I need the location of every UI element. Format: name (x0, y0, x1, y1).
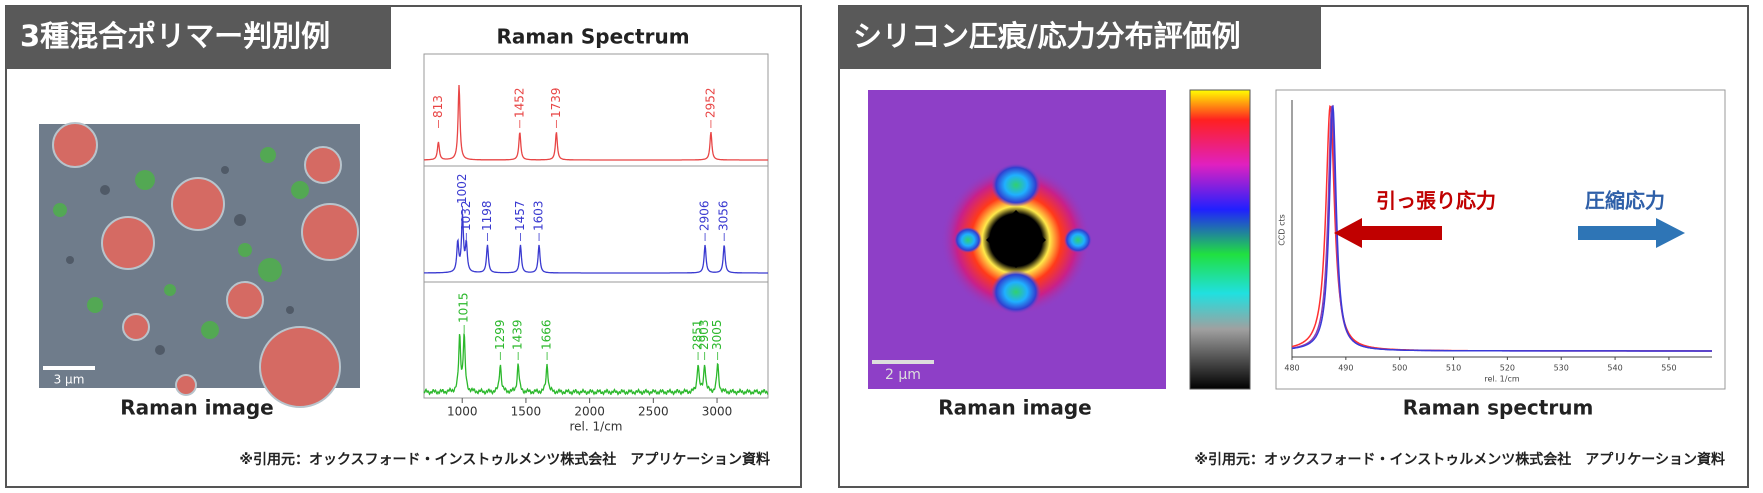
peak-label: 2851 (691, 319, 705, 350)
peak-label: 1439 (511, 319, 525, 350)
panel-title: シリコン圧痕/応力分布評価例 (853, 19, 1241, 53)
peak-label: 1739 (549, 87, 563, 118)
panel-title: 3種混合ポリマー判別例 (20, 19, 330, 53)
x-tick-label: 490 (1338, 364, 1353, 373)
x-tick-label: 1500 (511, 405, 542, 419)
peak-label: 1457 (513, 200, 527, 231)
spectrum-caption: Raman spectrum (1403, 396, 1594, 420)
peak-label: 1198 (480, 200, 494, 231)
x-tick-label: 2000 (574, 405, 605, 419)
x-tick-label: 530 (1554, 364, 1569, 373)
x-tick-label: 480 (1284, 364, 1299, 373)
peak-label: 2903 (697, 319, 711, 350)
tensile-label: 引っ張り応力 (1376, 189, 1496, 213)
color-bar (1189, 89, 1251, 390)
peak-label: 1452 (512, 87, 526, 118)
x-tick-label: 540 (1607, 364, 1622, 373)
x-axis-label: rel. 1/cm (570, 420, 623, 434)
peak-label: 2952 (703, 87, 717, 118)
x-tick-label: 500 (1392, 364, 1407, 373)
x-tick-label: 1000 (447, 405, 478, 419)
scale-bar-label: 2 μm (885, 367, 921, 383)
source-note: ※引用元：オックスフォード・インストゥルメンツ株式会社 アプリケーション資料 (1194, 451, 1725, 468)
source-note: ※引用元：オックスフォード・インストゥルメンツ株式会社 アプリケーション資料 (239, 451, 770, 468)
title-box (839, 6, 1321, 69)
raman-image: 3 μm (39, 122, 360, 408)
title-box (6, 6, 391, 69)
spectrum-line (1292, 104, 1712, 352)
peak-label: 1002 (455, 173, 469, 204)
spectrum-line (424, 84, 768, 161)
peak-label: 1666 (540, 319, 554, 350)
compressive-label: 圧縮応力 (1585, 189, 1665, 213)
y-axis-label: CCD cts (1278, 214, 1287, 246)
x-tick-label: 520 (1500, 364, 1515, 373)
x-tick-label: 2500 (638, 405, 669, 419)
x-tick-label: 510 (1446, 364, 1461, 373)
peak-label: 813 (431, 95, 445, 118)
raman-image: 2 μm (868, 90, 1166, 389)
peak-label: 3005 (710, 319, 724, 350)
peak-label: 2906 (698, 200, 712, 231)
x-tick-label: 550 (1661, 364, 1676, 373)
arrow-left (1334, 218, 1442, 248)
x-axis-label: rel. 1/cm (1484, 375, 1520, 384)
spectrum-line (423, 333, 769, 396)
peak-label: 1299 (493, 319, 507, 350)
peak-label: 1015 (457, 292, 471, 323)
image-caption: Raman image (120, 396, 274, 420)
spectrum-title: Raman Spectrum (496, 25, 689, 49)
peak-label: 3056 (717, 200, 731, 231)
peak-label: 1032 (459, 200, 473, 231)
arrow-right (1578, 218, 1685, 248)
x-tick-label: 3000 (702, 405, 733, 419)
image-caption: Raman image (938, 396, 1092, 420)
peak-label: 1603 (532, 200, 546, 231)
scale-bar-label: 3 μm (54, 373, 85, 387)
spectrum-line (424, 213, 768, 274)
